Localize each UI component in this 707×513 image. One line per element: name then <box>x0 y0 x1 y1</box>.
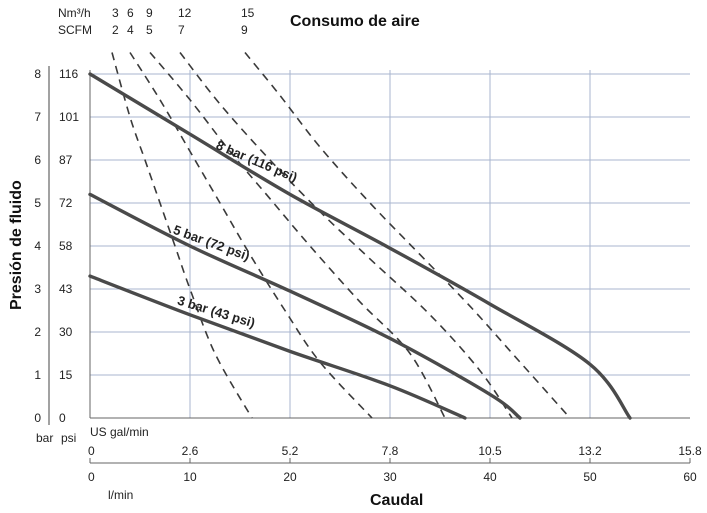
y-tick-label-bar: 0 <box>34 411 41 425</box>
x-tick-label-gal: 10.5 <box>478 444 502 458</box>
x-tick-label-lmin: 60 <box>683 470 697 484</box>
y-tick-label-psi: 43 <box>59 282 73 296</box>
air-tick-label-scfm: 7 <box>178 23 185 37</box>
y-tick-label-psi: 15 <box>59 368 73 382</box>
y-tick-label-bar: 3 <box>34 282 41 296</box>
air-tick-label-scfm: 9 <box>241 23 248 37</box>
y-tick-label-psi: 116 <box>59 67 78 81</box>
air-tick-label-scfm: 2 <box>112 23 119 37</box>
y-tick-label-bar: 1 <box>34 368 41 382</box>
x-tick-label-gal: 15.8 <box>678 444 702 458</box>
y-tick-label-psi: 58 <box>59 239 73 253</box>
y-tick-label-psi: 101 <box>59 110 79 124</box>
air-tick-label-nm3h: 15 <box>241 6 255 20</box>
x-axis-title: Caudal <box>370 492 423 509</box>
air-consumption-curves <box>111 51 571 419</box>
x-tick-label-gal: 5.2 <box>282 444 299 458</box>
x-tick-label-lmin: 40 <box>483 470 497 484</box>
y-tick-label-bar: 7 <box>34 110 41 124</box>
x-tick-label-lmin: 0 <box>88 470 95 484</box>
air-consumption-curve <box>129 52 373 419</box>
y-tick-label-bar: 6 <box>34 153 41 167</box>
x-secondary-unit: US gal/min <box>90 425 149 439</box>
series-label: 8 bar (116 psi) <box>214 137 300 185</box>
y-tick-label-psi: 0 <box>59 411 66 425</box>
y-tick-label-psi: 87 <box>59 153 73 167</box>
air-unit-scfm: SCFM <box>58 23 92 37</box>
air-consumption-curve <box>244 51 571 419</box>
y-tick-label-bar: 8 <box>34 67 41 81</box>
y-tick-label-bar: 2 <box>34 325 41 339</box>
y-tick-label-bar: 4 <box>34 239 41 253</box>
air-consumption-curve <box>111 52 253 419</box>
pressure-series-line <box>88 274 467 420</box>
air-unit-nm3h: Nm³/h <box>58 6 91 20</box>
chart-title: Consumo de aire <box>290 13 420 30</box>
y-axis-title: Presión de fluido <box>8 180 25 310</box>
x-tick-label-gal: 7.8 <box>382 444 399 458</box>
air-tick-label-nm3h: 12 <box>178 6 192 20</box>
y-tick-label-psi: 72 <box>59 196 73 210</box>
air-tick-label-scfm: 5 <box>146 23 153 37</box>
y-tick-label-psi: 30 <box>59 325 73 339</box>
y-unit-psi: psi <box>61 431 76 445</box>
air-tick-label-nm3h: 3 <box>112 6 119 20</box>
grid <box>48 66 691 464</box>
x-tick-label-gal: 0 <box>88 444 95 458</box>
x-tick-label-gal: 13.2 <box>578 444 602 458</box>
y-tick-label-bar: 5 <box>34 196 41 210</box>
x-unit: l/min <box>108 488 133 502</box>
x-tick-label-lmin: 30 <box>383 470 397 484</box>
air-tick-label-scfm: 4 <box>127 23 134 37</box>
x-tick-label-gal: 2.6 <box>182 444 199 458</box>
air-tick-label-nm3h: 9 <box>146 6 153 20</box>
y-unit-bar: bar <box>36 431 53 445</box>
air-consumption-curve <box>179 52 513 419</box>
x-tick-label-lmin: 10 <box>183 470 197 484</box>
air-consumption-curve <box>149 51 446 419</box>
air-tick-label-nm3h: 6 <box>127 6 134 20</box>
x-tick-label-lmin: 20 <box>283 470 297 484</box>
x-tick-label-lmin: 50 <box>583 470 597 484</box>
pressure-series-line <box>88 192 522 420</box>
pressure-series-line <box>88 72 632 420</box>
